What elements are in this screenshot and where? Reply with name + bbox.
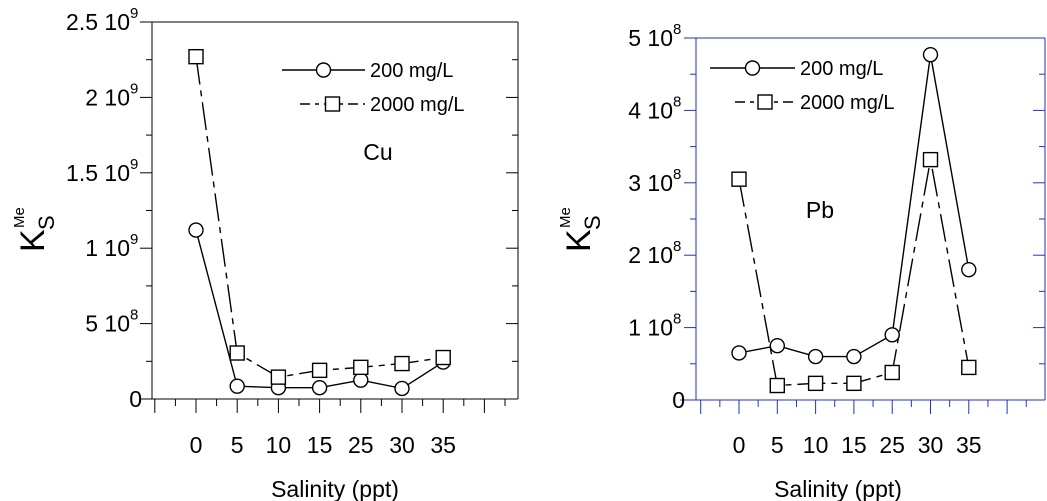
data-point-square xyxy=(435,349,451,366)
data-point-circle xyxy=(188,222,204,238)
data-point-square xyxy=(769,377,785,394)
y-tick-exponent: 9 xyxy=(130,156,138,173)
x-tick-label: 30 xyxy=(389,432,415,458)
x-tick-label: 10 xyxy=(803,432,829,458)
y-axis-title-superscript: Me xyxy=(557,207,574,228)
y-tick-exponent: 8 xyxy=(673,311,681,328)
y-tick-label: 1.5 10 xyxy=(66,160,130,186)
y-axis-title-superscript: Me xyxy=(11,207,28,228)
data-point-circle xyxy=(394,380,410,397)
x-tick-label: 35 xyxy=(956,432,982,458)
legend-marker-square xyxy=(324,96,341,112)
legend-label: 200 mg/L xyxy=(800,58,883,80)
y-axis-title-main: K xyxy=(560,229,598,252)
y-tick-label: 5 10 xyxy=(85,311,130,337)
data-point-square xyxy=(229,345,245,361)
y-axis-title: KS Me xyxy=(11,207,59,252)
x-tick-label: 0 xyxy=(733,432,746,458)
data-point-circle xyxy=(229,378,245,394)
y-tick-label: 0 xyxy=(129,386,142,412)
x-tick-label: 30 xyxy=(918,432,944,458)
y-tick-exponent: 9 xyxy=(130,80,138,97)
data-point-circle xyxy=(731,345,747,361)
data-point-square xyxy=(311,362,328,379)
data-point-circle xyxy=(961,261,977,278)
y-tick-label: 2.5 10 xyxy=(66,9,130,35)
data-point-circle xyxy=(353,372,369,388)
y-axis-title-main: K xyxy=(14,229,52,252)
x-tick-label: 5 xyxy=(231,432,244,458)
chart-panel-pb: 01 10 82 10 83 10 84 10 85 10 80 5 10 15 25 30 35Sa… xyxy=(557,21,1046,501)
legend-label: 2000 mg/L xyxy=(370,94,465,116)
y-tick-exponent: 8 xyxy=(673,21,681,38)
legend-marker-square xyxy=(757,94,773,110)
x-tick-label: 15 xyxy=(307,432,333,458)
data-point-square xyxy=(846,375,862,392)
legend-marker-circle xyxy=(315,62,332,78)
data-point-circle xyxy=(884,327,900,343)
data-point-square xyxy=(731,171,747,187)
y-tick-exponent: 8 xyxy=(673,93,681,110)
panel-label: Pb xyxy=(806,197,834,223)
x-tick-label: 25 xyxy=(879,432,905,458)
y-tick-label: 0 xyxy=(672,387,685,413)
y-tick-label: 3 10 xyxy=(628,170,673,196)
x-tick-label: 25 xyxy=(348,432,374,458)
legend-marker-circle xyxy=(744,60,761,76)
y-tick-label: 2 10 xyxy=(85,84,130,110)
data-point-circle xyxy=(922,46,939,63)
x-axis-title: Salinity (ppt) xyxy=(774,476,902,501)
x-tick-label: 0 xyxy=(190,432,203,458)
y-tick-exponent: 9 xyxy=(130,5,138,22)
y-tick-label: 1 10 xyxy=(85,235,130,261)
x-tick-label: 35 xyxy=(430,432,456,458)
data-point-square xyxy=(394,355,410,372)
legend-label: 200 mg/L xyxy=(370,60,453,82)
y-axis-title: KS Me xyxy=(557,207,605,252)
chart-panel-cu: 05 10 81 10 91.5 10 92 10 92.5 10 90 5 10 15 25 30… xyxy=(11,5,519,501)
legend-label: 2000 mg/L xyxy=(800,92,895,114)
data-point-circle xyxy=(807,348,824,365)
data-point-square xyxy=(961,359,977,376)
y-tick-label: 4 10 xyxy=(628,97,673,123)
data-point-square xyxy=(270,369,287,385)
data-point-square xyxy=(884,364,900,381)
data-point-circle xyxy=(846,348,862,365)
x-tick-label: 5 xyxy=(771,432,784,458)
data-point-square xyxy=(188,48,204,65)
data-point-circle xyxy=(769,338,785,354)
x-axis-title: Salinity (ppt) xyxy=(271,476,399,501)
data-point-square xyxy=(922,151,939,168)
y-tick-label: 2 10 xyxy=(628,242,673,268)
data-point-square xyxy=(807,375,824,392)
data-point-square xyxy=(353,359,369,376)
x-tick-label: 10 xyxy=(266,432,292,458)
y-tick-exponent: 8 xyxy=(673,166,681,183)
y-axis-title-subscript: S xyxy=(580,215,605,230)
y-tick-exponent: 9 xyxy=(130,231,138,248)
y-tick-label: 1 10 xyxy=(628,315,673,341)
y-tick-exponent: 8 xyxy=(130,307,138,324)
panel-label: Cu xyxy=(363,139,392,165)
x-tick-label: 15 xyxy=(841,432,867,458)
data-point-circle xyxy=(311,379,328,396)
y-tick-exponent: 8 xyxy=(673,238,681,255)
y-axis-title-subscript: S xyxy=(34,215,59,230)
y-tick-label: 5 10 xyxy=(628,25,673,51)
